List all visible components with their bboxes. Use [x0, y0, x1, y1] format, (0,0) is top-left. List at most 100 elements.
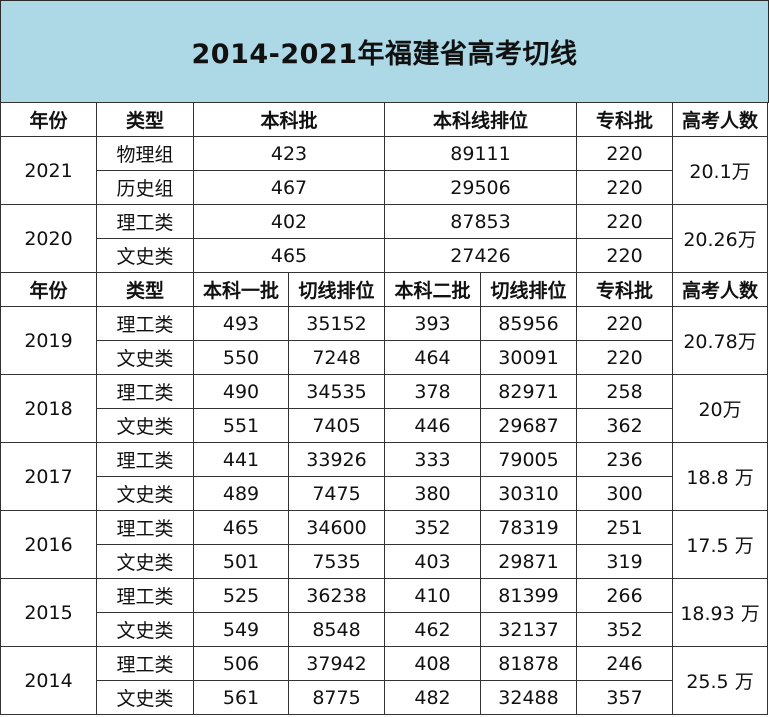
track-type-cell: 物理组 — [96, 136, 194, 171]
undergrad-cutoff-cell: 465 — [192, 238, 386, 273]
tier1-cutoff-cell: 493 — [193, 306, 289, 341]
undergrad-rank-cell: 27426 — [384, 238, 578, 273]
tier2-rank-cell: 85956 — [480, 306, 578, 341]
header-type: 类型 — [96, 272, 194, 307]
tier1-rank-cell: 36238 — [287, 578, 386, 613]
tier1-cutoff-cell: 465 — [193, 510, 289, 545]
applicants-cell: 17.5 万 — [672, 510, 769, 579]
tier2-rank-cell: 29871 — [480, 544, 578, 579]
tier2-cutoff-cell: 410 — [384, 578, 482, 613]
table-row: 2021 物理组 423 89111 220 20.1万 — [0, 136, 769, 205]
undergrad-rank-cell: 29506 — [384, 170, 578, 205]
tier2-rank-cell: 81399 — [480, 578, 578, 613]
header-type: 类型 — [96, 102, 194, 137]
track-type-cell: 文史类 — [96, 476, 194, 511]
tier2-cutoff-cell: 482 — [384, 680, 482, 715]
vocational-cutoff-cell: 357 — [576, 680, 674, 715]
track-type-cell: 理工类 — [96, 510, 194, 545]
vocational-cutoff-cell: 362 — [576, 408, 674, 443]
tier2-rank-cell: 81878 — [480, 646, 578, 681]
vocational-cutoff-cell: 300 — [576, 476, 674, 511]
year-cell: 2021 — [0, 136, 97, 205]
vocational-cutoff-cell: 220 — [576, 306, 674, 341]
header-tier1: 本科一批 — [193, 272, 289, 307]
undergrad-cutoff-cell: 467 — [192, 170, 386, 205]
tier2-cutoff-cell: 380 — [384, 476, 482, 511]
vocational-cutoff-cell: 352 — [576, 612, 674, 647]
tier2-cutoff-cell: 446 — [384, 408, 482, 443]
table-row: 2020 理工类 402 87853 220 20.26万 — [0, 204, 769, 273]
applicants-cell: 25.5 万 — [672, 646, 769, 715]
vocational-cutoff-cell: 251 — [576, 510, 674, 545]
table-row: 2018 理工类 490 34535 378 82971 258 20万 — [0, 374, 769, 443]
tier1-rank-cell: 35152 — [287, 306, 386, 341]
track-type-cell: 理工类 — [96, 578, 194, 613]
tier2-cutoff-cell: 378 — [384, 374, 482, 409]
year-cell: 2014 — [0, 646, 97, 715]
table-row: 2016 理工类 465 34600 352 78319 251 17.5 万 — [0, 510, 769, 579]
track-type-cell: 文史类 — [96, 340, 194, 375]
tier1-rank-cell: 7248 — [287, 340, 386, 375]
tier1-rank-cell: 37942 — [287, 646, 386, 681]
header-tier2-rank: 切线排位 — [480, 272, 578, 307]
track-type-cell: 理工类 — [96, 374, 194, 409]
track-type-cell: 文史类 — [96, 680, 194, 715]
tier1-rank-cell: 7535 — [287, 544, 386, 579]
track-type-cell: 理工类 — [96, 442, 194, 477]
table-row: 文史类 465 27426 220 — [1, 238, 768, 273]
track-type-cell: 理工类 — [96, 646, 194, 681]
track-type-cell: 文史类 — [96, 408, 194, 443]
tier2-rank-cell: 32137 — [480, 612, 578, 647]
header-year: 年份 — [0, 272, 97, 307]
tier2-cutoff-cell: 464 — [384, 340, 482, 375]
table-body: 年份 类型 本科批 本科线排位 专科批 高考人数 2021 物理组 423 89111… — [0, 102, 769, 715]
undergrad-rank-cell: 87853 — [384, 204, 578, 239]
applicants-cell: 20.1万 — [672, 136, 769, 205]
applicants-cell: 18.93 万 — [672, 578, 769, 647]
vocational-cutoff-cell: 266 — [576, 578, 674, 613]
table-row: 文史类 550 7248 464 30091 220 — [1, 340, 768, 375]
applicants-cell: 20.78万 — [672, 306, 769, 375]
header-vocational: 专科批 — [576, 272, 674, 307]
table-row: 历史组 467 29506 220 — [1, 170, 768, 205]
table-row: 文史类 551 7405 446 29687 362 — [1, 408, 768, 443]
table-row: 文史类 549 8548 462 32137 352 — [1, 612, 768, 647]
applicants-cell: 20万 — [672, 374, 769, 443]
track-type-cell: 理工类 — [96, 204, 194, 239]
tier2-rank-cell: 30310 — [480, 476, 578, 511]
tier1-cutoff-cell: 489 — [193, 476, 289, 511]
year-cell: 2017 — [0, 442, 97, 511]
track-type-cell: 历史组 — [96, 170, 194, 205]
table-row: 文史类 561 8775 482 32488 357 — [1, 680, 768, 715]
page-title: 2014-2021年福建省高考切线 — [191, 39, 578, 70]
vocational-cutoff-cell: 220 — [576, 238, 674, 273]
tier1-rank-cell: 34535 — [287, 374, 386, 409]
undergrad-rank-cell: 89111 — [384, 136, 578, 171]
undergrad-cutoff-cell: 402 — [192, 204, 386, 239]
year-cell: 2018 — [0, 374, 97, 443]
vocational-cutoff-cell: 220 — [576, 136, 674, 171]
title-banner: 2014-2021年福建省高考切线 — [0, 0, 769, 103]
tier1-cutoff-cell: 506 — [193, 646, 289, 681]
vocational-cutoff-cell: 220 — [576, 204, 674, 239]
vocational-cutoff-cell: 236 — [576, 442, 674, 477]
tier2-rank-cell: 82971 — [480, 374, 578, 409]
table-row: 文史类 501 7535 403 29871 319 — [1, 544, 768, 579]
tier2-rank-cell: 79005 — [480, 442, 578, 477]
header-applicants: 高考人数 — [672, 272, 769, 307]
year-cell: 2016 — [0, 510, 97, 579]
vocational-cutoff-cell: 319 — [576, 544, 674, 579]
vocational-cutoff-cell: 220 — [576, 340, 674, 375]
table-row: 2017 理工类 441 33926 333 79005 236 18.8 万 — [0, 442, 769, 511]
tier2-rank-cell: 30091 — [480, 340, 578, 375]
header-undergrad-rank: 本科线排位 — [384, 102, 578, 137]
tier1-cutoff-cell: 441 — [193, 442, 289, 477]
header-applicants: 高考人数 — [672, 102, 769, 137]
vocational-cutoff-cell: 258 — [576, 374, 674, 409]
tier2-rank-cell: 29687 — [480, 408, 578, 443]
tier2-cutoff-cell: 393 — [384, 306, 482, 341]
year-cell: 2019 — [0, 306, 97, 375]
tier1-rank-cell: 34600 — [287, 510, 386, 545]
tier2-cutoff-cell: 333 — [384, 442, 482, 477]
